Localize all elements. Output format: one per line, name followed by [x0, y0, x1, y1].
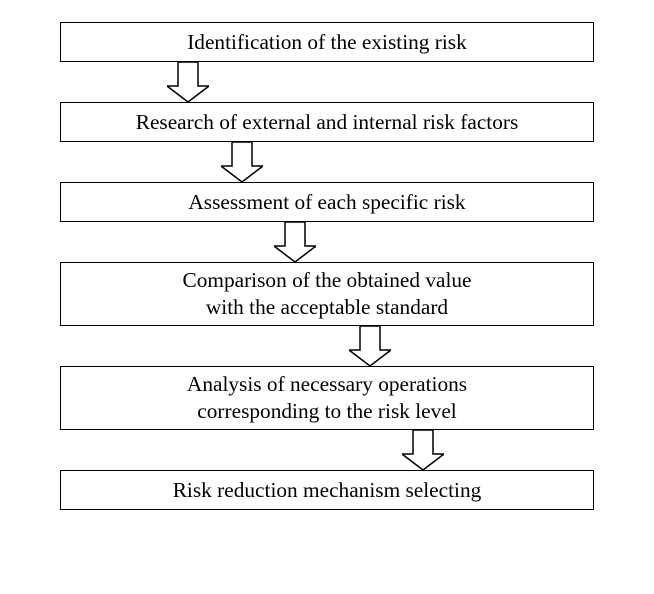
arrow-down-icon: [349, 326, 391, 366]
flow-arrow-3: [274, 222, 316, 262]
flowchart-canvas: Identification of the existing risk Resea…: [0, 0, 654, 594]
flow-step-2: Research of external and internal risk f…: [60, 102, 594, 142]
flow-step-label: Risk reduction mechanism selecting: [173, 477, 482, 504]
flow-step-label: Assessment of each specific risk: [188, 189, 465, 216]
flow-arrow-5: [402, 430, 444, 470]
flow-step-label: Comparison of the obtained valuewith the…: [182, 267, 471, 320]
flow-step-1: Identification of the existing risk: [60, 22, 594, 62]
flow-step-4: Comparison of the obtained valuewith the…: [60, 262, 594, 326]
arrow-down-icon: [274, 222, 316, 262]
flow-step-label: Analysis of necessary operationscorrespo…: [187, 371, 467, 424]
flow-step-5: Analysis of necessary operationscorrespo…: [60, 366, 594, 430]
arrow-down-icon: [402, 430, 444, 470]
flow-arrow-4: [349, 326, 391, 366]
arrow-down-icon: [221, 142, 263, 182]
flow-arrow-1: [167, 62, 209, 102]
flow-step-3: Assessment of each specific risk: [60, 182, 594, 222]
flow-step-label: Identification of the existing risk: [187, 29, 467, 56]
flow-step-label: Research of external and internal risk f…: [136, 109, 519, 136]
flow-arrow-2: [221, 142, 263, 182]
flow-step-6: Risk reduction mechanism selecting: [60, 470, 594, 510]
arrow-down-icon: [167, 62, 209, 102]
